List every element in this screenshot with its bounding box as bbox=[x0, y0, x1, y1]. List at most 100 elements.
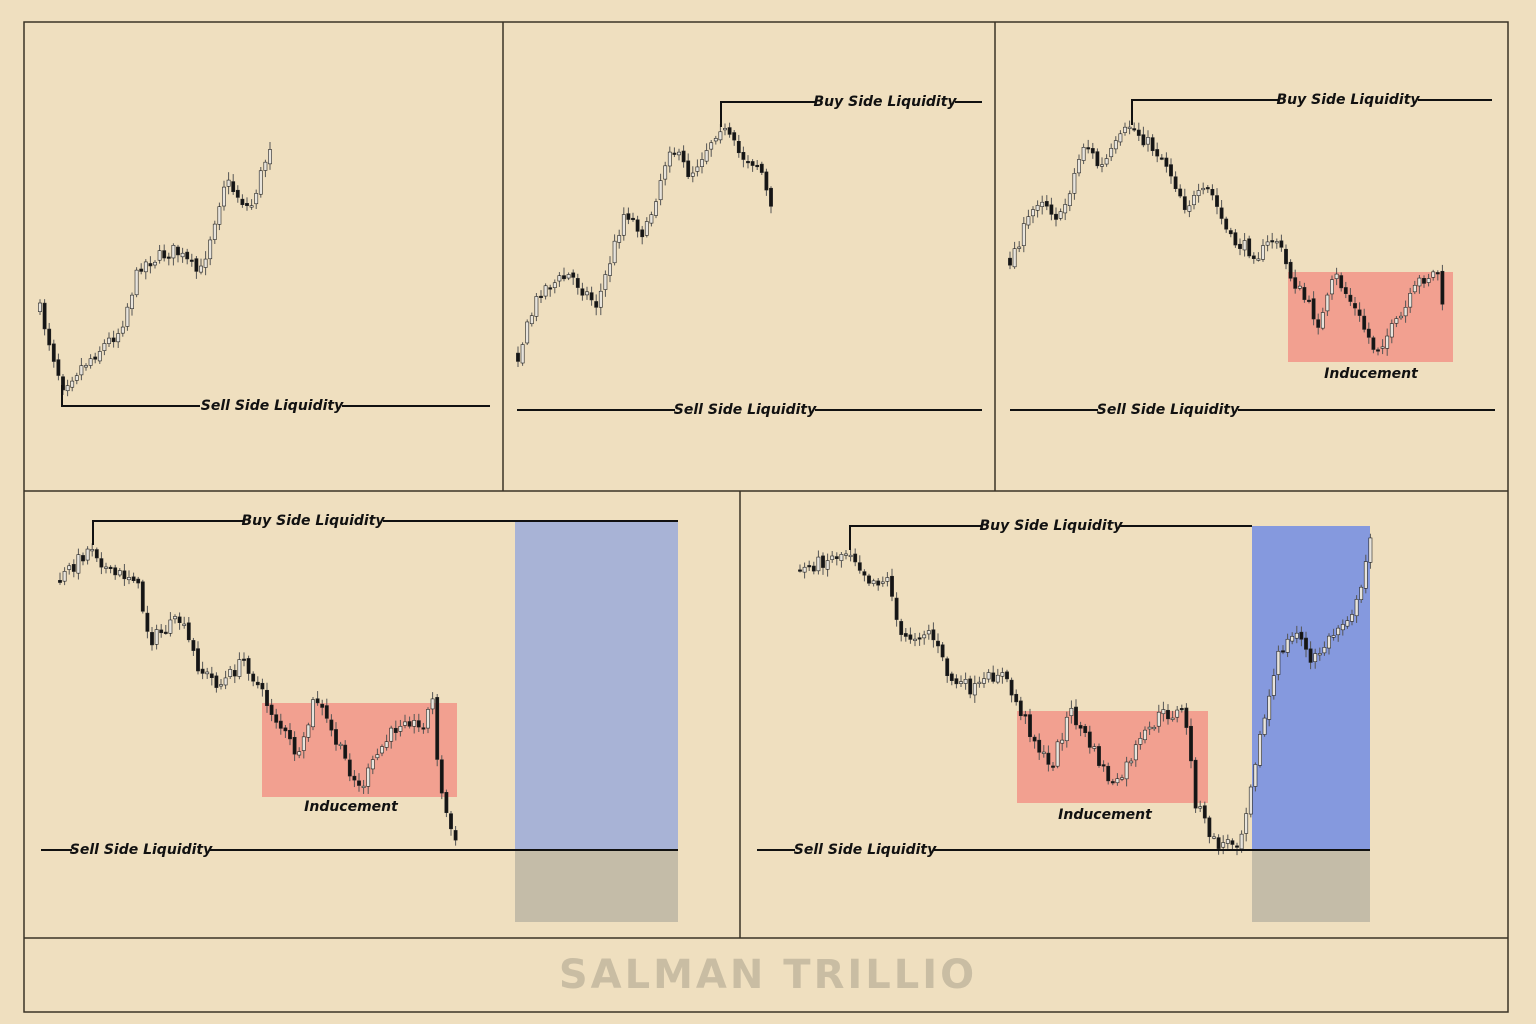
candle-body bbox=[635, 219, 640, 232]
candle-body bbox=[384, 741, 389, 748]
candle-body bbox=[922, 634, 927, 639]
candle-body bbox=[1403, 307, 1408, 317]
candle-body bbox=[1129, 760, 1134, 764]
candle-body bbox=[1087, 731, 1092, 748]
candle-body bbox=[695, 166, 700, 172]
candle-body bbox=[1233, 232, 1238, 246]
candle-body bbox=[681, 150, 686, 163]
candle-body bbox=[375, 754, 380, 759]
candle-body bbox=[1207, 817, 1212, 838]
candle-body bbox=[1026, 216, 1031, 226]
candle-body bbox=[1265, 241, 1270, 246]
candle-body bbox=[626, 213, 631, 220]
candle-body bbox=[741, 152, 746, 160]
candle-body bbox=[718, 131, 723, 141]
candle-body bbox=[1225, 839, 1230, 844]
candle-body bbox=[913, 638, 917, 641]
candle-body bbox=[1302, 287, 1307, 300]
candle-body bbox=[862, 571, 867, 576]
candle-body bbox=[111, 337, 116, 343]
candle-body bbox=[732, 132, 737, 141]
candle-body bbox=[1156, 711, 1161, 727]
candle-body bbox=[825, 560, 830, 570]
candle-body bbox=[1224, 218, 1229, 230]
candle-body bbox=[140, 581, 145, 612]
candle-body bbox=[1046, 752, 1051, 765]
candle-body bbox=[93, 356, 98, 360]
candle-body bbox=[1014, 693, 1019, 703]
candle-body bbox=[1035, 205, 1040, 211]
candle-body bbox=[520, 344, 525, 364]
candle-body bbox=[750, 161, 755, 166]
candle-body bbox=[223, 677, 228, 686]
candle-body bbox=[959, 681, 963, 684]
candle-body bbox=[268, 149, 272, 165]
candle-body bbox=[186, 622, 191, 641]
candle-body bbox=[162, 250, 167, 259]
candle-body bbox=[288, 730, 292, 740]
candle-body bbox=[704, 150, 709, 162]
candle-body bbox=[258, 170, 263, 195]
candle-body bbox=[1343, 287, 1348, 294]
candle-body bbox=[407, 721, 412, 727]
candle-body bbox=[263, 161, 268, 171]
candle-body bbox=[543, 285, 548, 297]
candle-body bbox=[936, 640, 940, 647]
candle-body bbox=[1083, 726, 1088, 734]
candle-body bbox=[163, 631, 168, 634]
candle-body bbox=[189, 259, 194, 262]
candle-body bbox=[1005, 671, 1009, 680]
candle-body bbox=[219, 684, 223, 687]
candle-body bbox=[1023, 714, 1028, 717]
candle-body bbox=[58, 580, 62, 583]
candle-body bbox=[736, 141, 741, 154]
candle-body bbox=[968, 678, 973, 695]
candle-body bbox=[84, 365, 88, 368]
candle-body bbox=[1044, 201, 1049, 207]
candle-body bbox=[366, 767, 371, 787]
candle-body bbox=[945, 658, 950, 676]
candle-body bbox=[292, 736, 297, 755]
candle-body bbox=[1262, 717, 1267, 735]
candle-body bbox=[1055, 741, 1060, 767]
inducement-zone bbox=[1288, 272, 1453, 362]
candle-body bbox=[672, 152, 677, 155]
candle-body bbox=[972, 683, 977, 696]
candle-body bbox=[255, 681, 260, 686]
candle-body bbox=[1109, 148, 1114, 158]
candle-body bbox=[1017, 246, 1022, 249]
candle-body bbox=[640, 229, 645, 238]
candle-body bbox=[278, 720, 283, 729]
candle-body bbox=[1279, 240, 1284, 248]
candle-body bbox=[301, 736, 306, 751]
candle-body bbox=[67, 565, 72, 570]
candle-body bbox=[1366, 328, 1371, 338]
candle-body bbox=[136, 578, 141, 584]
candle-body bbox=[1136, 129, 1141, 136]
candle-body bbox=[104, 566, 108, 569]
candle-body bbox=[871, 580, 876, 584]
candle-body bbox=[1293, 277, 1298, 289]
stop-zone bbox=[1252, 850, 1370, 922]
candle-body bbox=[1169, 164, 1173, 177]
zone-label: Inducement bbox=[304, 799, 399, 815]
candle-body bbox=[389, 727, 394, 742]
candle-body bbox=[1028, 714, 1032, 738]
candle-body bbox=[1173, 176, 1178, 189]
candle-body bbox=[1258, 734, 1262, 766]
candle-body bbox=[617, 235, 622, 243]
candle-body bbox=[552, 282, 557, 288]
candle-body bbox=[1170, 717, 1175, 720]
candle-body bbox=[940, 644, 945, 658]
candle-body bbox=[931, 629, 936, 641]
candle-body bbox=[1008, 257, 1012, 266]
buy-label: Buy Side Liquidity bbox=[1276, 92, 1420, 108]
candle-body bbox=[686, 160, 691, 177]
candle-body bbox=[798, 569, 802, 572]
candle-body bbox=[134, 269, 139, 296]
watermark: SALMAN TRILLIO bbox=[559, 952, 977, 998]
candle-body bbox=[1210, 189, 1215, 196]
candle-body bbox=[1143, 729, 1147, 741]
candle-body bbox=[1239, 833, 1244, 850]
